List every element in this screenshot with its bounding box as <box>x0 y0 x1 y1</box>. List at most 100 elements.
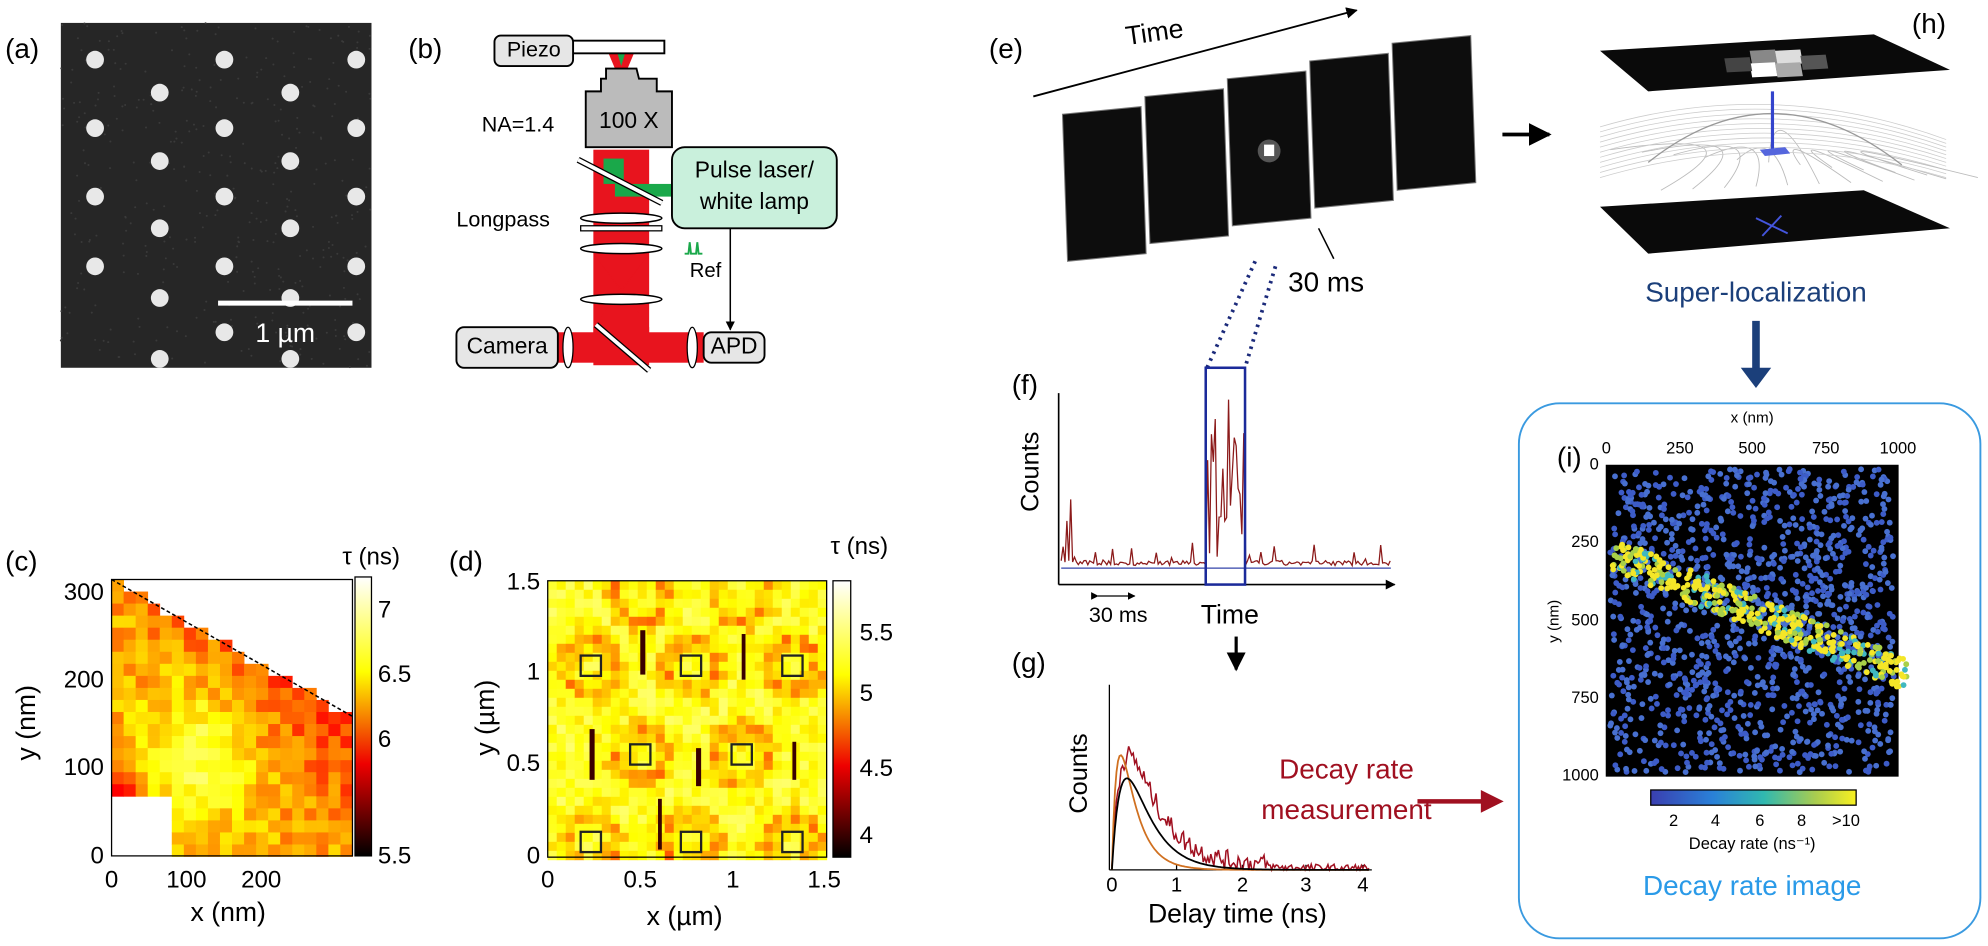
lifetime-pixel <box>610 670 621 681</box>
localization-dot <box>1794 611 1801 618</box>
localization-dot <box>1829 648 1836 655</box>
lifetime-pixel <box>781 715 792 726</box>
localization-dot <box>1824 634 1831 640</box>
lifetime-pixel <box>232 820 245 833</box>
localization-dot <box>1878 476 1885 483</box>
lifetime-pixel <box>727 769 738 780</box>
lifetime-pixel <box>655 598 666 609</box>
sem-noise <box>364 245 367 248</box>
colorbar-tick-label: 6.5 <box>378 661 411 688</box>
fit-mesh <box>1768 129 1820 185</box>
localization-dot <box>1747 712 1754 718</box>
localization-dot <box>1672 600 1679 607</box>
sem-noise <box>271 37 274 40</box>
lifetime-pixel <box>340 784 353 797</box>
sem-noise <box>336 252 339 255</box>
localization-dot <box>1692 545 1699 552</box>
localization-dot <box>1732 483 1739 490</box>
lifetime-pixel <box>745 787 756 798</box>
lifetime-pixel <box>159 736 173 749</box>
localization-dot <box>1772 592 1778 599</box>
sem-noise <box>235 256 238 259</box>
lifetime-pixel <box>159 699 173 713</box>
lifetime-pixel <box>547 607 558 618</box>
lifetime-pixel <box>601 616 612 627</box>
lifetime-pixel <box>772 805 783 816</box>
lifetime-pixel <box>799 850 810 861</box>
lifetime-pixel <box>610 751 621 762</box>
panel-frame <box>1517 402 1982 940</box>
lifetime-pixel <box>328 760 341 773</box>
lifetime-pixel <box>592 778 603 789</box>
lifetime-pixel <box>790 787 801 798</box>
localization-dot <box>1645 482 1652 489</box>
lifetime-pixel <box>256 724 269 737</box>
sem-noise <box>90 311 93 314</box>
localization-dot <box>1799 663 1806 670</box>
localization-dot <box>1781 653 1788 660</box>
lifetime-pixel <box>244 832 257 845</box>
lifetime-pixel <box>817 850 828 861</box>
lifetime-pixel <box>709 769 720 780</box>
localization-dot <box>1711 638 1718 645</box>
sem-noise <box>181 89 184 92</box>
lifetime-pixel <box>304 796 317 809</box>
lifetime-pixel <box>147 627 161 641</box>
lifetime-pixel <box>754 724 765 735</box>
lifetime-pixel <box>745 850 756 861</box>
sem-noise <box>137 317 140 320</box>
sem-noise <box>331 244 334 247</box>
localization-dot <box>1670 577 1677 584</box>
sem-noise <box>195 189 198 192</box>
lifetime-pixel <box>619 697 630 708</box>
lifetime-pixel <box>772 823 783 834</box>
lifetime-pixel <box>619 751 630 762</box>
lifetime-pixel <box>171 784 185 797</box>
lifetime-pixel <box>700 796 711 807</box>
localization-dot <box>1640 522 1647 529</box>
sem-noise <box>149 161 152 164</box>
sem-noise <box>274 232 277 235</box>
lifetime-pixel <box>808 832 819 843</box>
localization-dot <box>1862 548 1869 555</box>
localization-dot <box>1781 702 1788 709</box>
lifetime-pixel <box>244 796 257 809</box>
lifetime-pixel <box>610 769 621 780</box>
sem-noise <box>368 350 371 354</box>
localization-dot <box>1687 488 1694 495</box>
lifetime-pixel <box>745 580 756 591</box>
sem-noise <box>234 196 237 199</box>
localization-dot <box>1684 681 1691 688</box>
lifetime-pixel <box>135 724 149 737</box>
frame <box>1144 88 1230 245</box>
localization-dot <box>1618 489 1625 496</box>
lifetime-pixel <box>808 634 819 645</box>
localization-dot <box>1795 486 1801 492</box>
localization-dot <box>1787 628 1794 635</box>
lifetime-pixel <box>646 733 657 744</box>
localization-dot <box>1802 708 1809 715</box>
lifetime-pixel <box>556 778 567 789</box>
dichroic <box>577 158 663 205</box>
lifetime-pixel <box>316 772 329 785</box>
panel-label: (e) <box>989 33 1023 64</box>
lifetime-pixel <box>817 796 828 807</box>
lifetime-pixel <box>111 591 124 604</box>
lifetime-pixel <box>691 742 702 753</box>
caption: Decay rate image <box>1643 870 1861 901</box>
lifetime-pixel <box>565 796 576 807</box>
lifetime-pixel <box>745 742 756 753</box>
lifetime-pixel <box>637 841 648 852</box>
sem-noise <box>214 192 217 195</box>
lifetime-pixel <box>673 796 684 807</box>
localization-dot <box>1611 637 1618 643</box>
colorbar-title: τ (ns) <box>830 533 888 560</box>
localization-dot <box>1716 760 1723 767</box>
camera-box <box>455 326 559 369</box>
localization-dot <box>1853 479 1860 486</box>
localization-dot <box>1819 710 1825 717</box>
label: white lamp <box>699 188 809 214</box>
sem-noise <box>107 341 110 344</box>
localization-dot <box>1724 711 1730 718</box>
lifetime-pixel <box>628 814 639 825</box>
